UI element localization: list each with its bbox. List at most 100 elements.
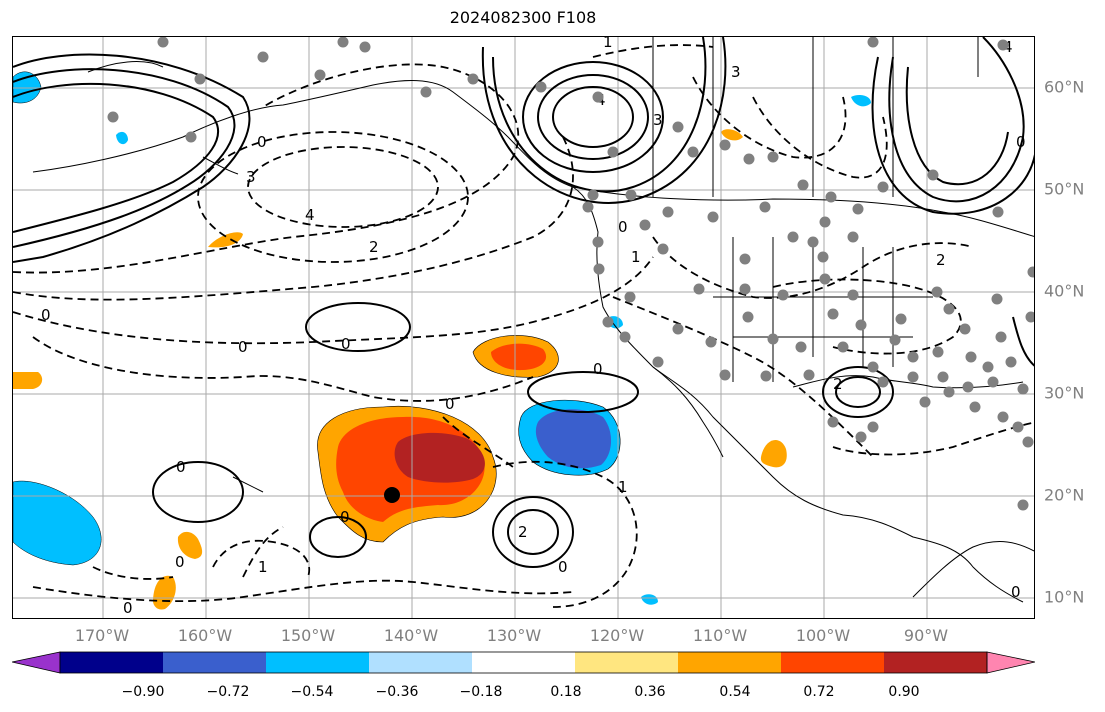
contour-label: 0 <box>618 218 628 236</box>
station-marker <box>959 323 971 335</box>
station-marker <box>652 356 664 368</box>
station-marker <box>1027 266 1034 278</box>
station-marker <box>693 283 705 295</box>
station-marker <box>602 316 614 328</box>
station-marker <box>969 401 981 413</box>
station-marker <box>797 179 809 191</box>
station-marker <box>257 51 269 63</box>
station-marker <box>852 203 864 215</box>
colorbar-tick-label: −0.72 <box>206 684 250 700</box>
colorbar-extend-low <box>12 651 61 674</box>
contour-label: 2 <box>833 375 843 393</box>
positive-anomaly-small <box>208 232 243 248</box>
station-marker <box>739 253 751 265</box>
station-marker <box>1025 311 1034 323</box>
station-marker <box>997 411 1009 423</box>
station-marker <box>1017 383 1029 395</box>
colorbar <box>12 651 1035 674</box>
contour-label: 0 <box>341 335 351 353</box>
positive-anomaly-north-red <box>491 343 547 371</box>
positive-anomaly-small <box>721 129 743 141</box>
station-marker <box>817 251 829 263</box>
negative-anomaly-small <box>851 95 871 107</box>
colorbar-segment <box>369 652 473 673</box>
colorbar-segment <box>575 652 679 673</box>
station-marker <box>962 381 974 393</box>
station-marker <box>157 37 169 48</box>
station-marker <box>662 206 674 218</box>
station-marker <box>991 293 1003 305</box>
station-marker <box>767 333 779 345</box>
station-marker <box>705 336 717 348</box>
station-marker <box>314 69 326 81</box>
lon-label: 110°W <box>692 626 748 645</box>
station-marker <box>185 131 197 143</box>
station-marker <box>992 206 1004 218</box>
negative-anomaly-blue <box>535 409 612 469</box>
station-marker <box>907 371 919 383</box>
station-marker <box>719 369 731 381</box>
station-marker <box>965 351 977 363</box>
map-panel: 4 4 2 0 0 0 0 0 0 0 0 0 0 0 0 2 2 2 3 3 … <box>12 36 1035 619</box>
contour-label: 2 <box>936 251 946 269</box>
colorbar-tick-label: 0.90 <box>888 684 920 700</box>
station-marker <box>593 263 605 275</box>
contour-label: 0 <box>445 395 455 413</box>
station-marker <box>919 396 931 408</box>
station-marker <box>767 151 779 163</box>
lon-label: 160°W <box>177 626 233 645</box>
station-marker <box>907 351 919 363</box>
contour-label: 0 <box>593 360 603 378</box>
station-marker <box>847 231 859 243</box>
lon-label: 130°W <box>486 626 542 645</box>
station-marker <box>847 289 859 301</box>
station-marker <box>837 341 849 353</box>
station-marker <box>819 273 831 285</box>
station-marker <box>777 289 789 301</box>
station-marker <box>467 73 479 85</box>
lat-label: 10°N <box>1044 587 1085 607</box>
positive-anomaly-small <box>13 372 43 389</box>
contour-label: 0 <box>257 133 267 151</box>
map-title: 2024082300 F108 <box>449 8 597 27</box>
contour-label: 1 <box>258 558 268 576</box>
colorbar-segment <box>472 652 576 673</box>
colorbar-tick-label: −0.54 <box>290 684 334 700</box>
colorbar-tick-label: 0.36 <box>634 684 666 700</box>
station-marker <box>420 86 432 98</box>
contour-label: 0 <box>176 458 186 476</box>
contour-label: 0 <box>175 553 185 571</box>
contour-label: 0 <box>41 306 51 324</box>
station-marker <box>687 146 699 158</box>
station-marker <box>107 111 119 123</box>
station-marker <box>931 286 943 298</box>
lon-label: 100°W <box>795 626 851 645</box>
positive-anomaly-darkred <box>394 432 485 483</box>
station-marker <box>337 37 349 48</box>
colorbar-segment <box>163 652 267 673</box>
contour-label: 3 <box>653 111 663 129</box>
contour-label: 2 <box>518 523 528 541</box>
station-marker <box>927 169 939 181</box>
colorbar-frame <box>59 651 988 674</box>
shaded-anomalies <box>13 71 871 610</box>
station-marker <box>889 334 901 346</box>
station-marker <box>937 371 949 383</box>
contour-labels: 4 4 2 0 0 0 0 0 0 0 0 0 0 0 0 2 2 2 3 3 … <box>41 37 1026 617</box>
station-marker <box>619 331 631 343</box>
station-marker <box>760 370 772 382</box>
station-marker <box>1012 421 1024 433</box>
colorbar-segment <box>884 652 988 673</box>
station-marker <box>625 189 637 201</box>
colorbar-segment <box>781 652 885 673</box>
storm-center-marker <box>384 487 400 503</box>
colorbar-tick-label: −0.18 <box>459 684 503 700</box>
station-marker <box>995 331 1007 343</box>
positive-anomaly-small <box>760 439 787 468</box>
station-marker <box>943 303 955 315</box>
colorbar-segment <box>60 652 164 673</box>
station-marker <box>932 346 944 358</box>
lon-label: 90°W <box>903 626 949 645</box>
station-marker <box>819 216 831 228</box>
map-canvas: 4 4 2 0 0 0 0 0 0 0 0 0 0 0 0 2 2 2 3 3 … <box>13 37 1034 618</box>
